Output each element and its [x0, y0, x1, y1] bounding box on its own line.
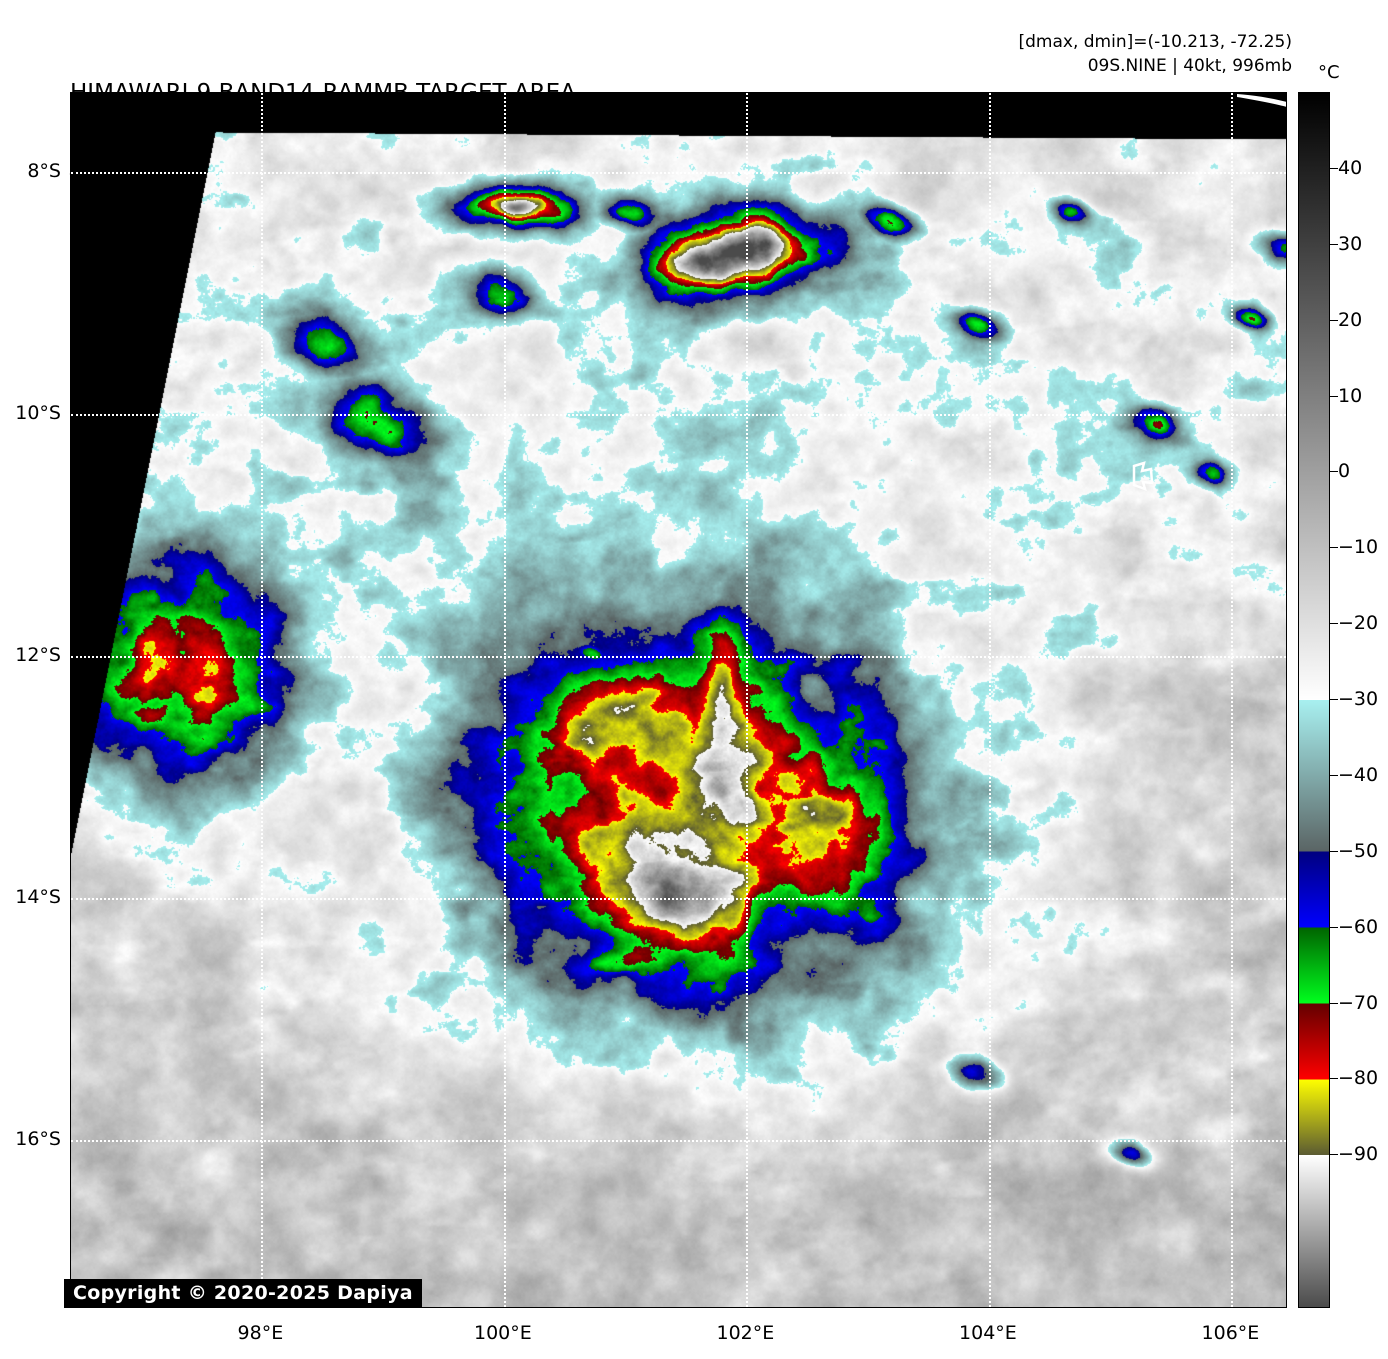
colorbar-tickmark-0: [1329, 167, 1338, 169]
lat-tick-1: 10°S: [15, 401, 61, 424]
colorbar-tick-10: −60: [1338, 915, 1379, 938]
colorbar-tickmark-9: [1329, 850, 1338, 852]
colorbar-tickmark-13: [1329, 1154, 1338, 1156]
lon-tick-2: 102°E: [716, 1322, 775, 1344]
lat-tick-4: 16°S: [15, 1127, 61, 1150]
colorbar-tick-0: 40: [1338, 156, 1363, 179]
colorbar-tick-5: −10: [1338, 536, 1379, 559]
colorbar-tick-7: −30: [1338, 688, 1379, 710]
colorbar-tickmark-5: [1329, 547, 1338, 549]
colorbar-tickmark-10: [1329, 926, 1338, 928]
lat-tick-2: 12°S: [15, 643, 61, 666]
colorbar-tick-8: −40: [1338, 763, 1379, 786]
satellite-plot-area[interactable]: [70, 92, 1287, 1308]
lon-tick-1: 100°E: [473, 1322, 532, 1344]
storm-info: 09S.NINE | 40kt, 996mb: [1087, 56, 1292, 76]
lon-tick-3: 104°E: [959, 1322, 1017, 1344]
colorbar-tickmark-8: [1329, 774, 1338, 776]
colorbar-tick-2: 20: [1338, 308, 1363, 331]
lon-tick-0: 98°E: [237, 1322, 284, 1344]
temperature-colorbar: [1298, 92, 1330, 1308]
colorbar-tick-11: −70: [1338, 991, 1379, 1014]
colorbar-tick-1: 30: [1338, 232, 1363, 255]
colorbar-unit-label: °C: [1318, 62, 1340, 83]
colorbar-tickmark-1: [1329, 243, 1338, 245]
colorbar-gradient: [1299, 93, 1329, 1307]
colorbar-tick-9: −50: [1338, 839, 1379, 862]
colorbar-tickmark-4: [1329, 471, 1338, 473]
lat-tick-0: 8°S: [27, 159, 61, 182]
colorbar-tick-12: −80: [1338, 1067, 1379, 1090]
colorbar-tickmark-6: [1329, 623, 1338, 625]
colorbar-tickmark-7: [1329, 699, 1338, 700]
colorbar-tickmark-11: [1329, 1002, 1338, 1004]
lon-tick-4: 106°E: [1201, 1322, 1260, 1344]
colorbar-tick-13: −90: [1338, 1143, 1379, 1166]
colorbar-tickmark-3: [1329, 395, 1338, 397]
header-right: [dmax, dmin]=(-10.213, -72.25) 09S.NINE …: [1019, 30, 1293, 78]
infrared-band14-raster: [71, 93, 1286, 1307]
lat-tick-3: 14°S: [15, 885, 61, 908]
copyright-watermark: Copyright © 2020-2025 Dapiya: [64, 1279, 422, 1308]
colorbar-tick-4: 0: [1338, 460, 1351, 483]
satellite-imagery: [71, 93, 1286, 1307]
colorbar-tick-3: 10: [1338, 384, 1363, 407]
dmax-dmin-readout: [dmax, dmin]=(-10.213, -72.25): [1018, 32, 1293, 52]
colorbar-tickmark-12: [1329, 1078, 1338, 1080]
colorbar-tickmark-2: [1329, 319, 1338, 321]
colorbar-tick-6: −20: [1338, 612, 1379, 635]
